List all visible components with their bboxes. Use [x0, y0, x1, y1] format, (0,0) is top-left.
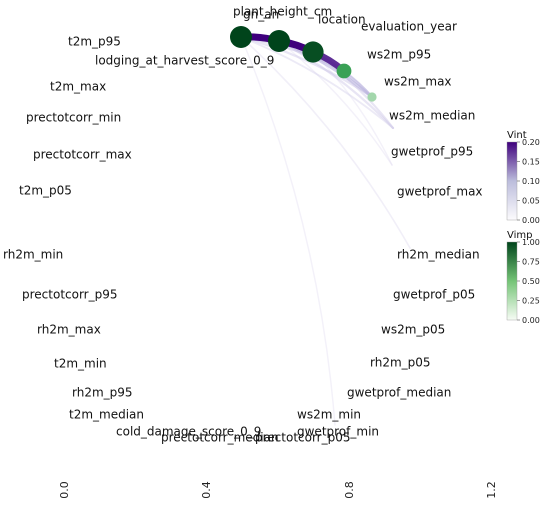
legend-vint-tick-label: 0.20 — [522, 138, 540, 147]
x-tick-label: 1.2 — [485, 481, 498, 499]
node-evaluation_year — [302, 41, 324, 63]
node-label-gwetprof_max: gwetprof_max — [397, 185, 483, 199]
node-t2m_p95 — [230, 26, 252, 48]
x-axis: 0.0 0.4 0.8 1.2 — [58, 481, 498, 499]
nodes-layer — [230, 26, 377, 102]
node-ws2m_max — [367, 92, 377, 102]
legend-vint-tick-label: 0.05 — [522, 197, 540, 206]
edge-t2m_p95-ws2m_min — [240, 36, 336, 426]
node-label-gwetprof_p95: gwetprof_p95 — [391, 145, 473, 159]
node-label-t2m_p95: t2m_p95 — [68, 35, 121, 49]
node-label-prectotcorr_median: prectotcorr_median — [161, 431, 279, 445]
edge-t2m_p95-ws2m_median — [240, 36, 394, 129]
node-label-rh2m_p95: rh2m_p95 — [72, 386, 133, 400]
node-label-lodging_at_harvest_score_0_9: lodging_at_harvest_score_0_9 — [95, 54, 274, 68]
node-label-gwetprof_min: gwetprof_min — [297, 425, 379, 439]
node-label-rh2m_p05: rh2m_p05 — [370, 356, 431, 370]
edge-t2m_p95-gwetprof_max — [240, 36, 411, 249]
x-tick-label: 0.4 — [200, 481, 213, 499]
node-label-location: location — [318, 13, 366, 27]
node-label-rh2m_min: rh2m_min — [3, 248, 63, 262]
legend-vimp-tick-label: 0.00 — [522, 316, 540, 325]
x-tick-label: 0.8 — [343, 481, 356, 499]
node-ws2m_p95 — [336, 63, 352, 79]
legend-vimp-title: Vimp — [507, 230, 533, 241]
x-tick-label: 0.0 — [58, 481, 71, 499]
node-label-ws2m_p95: ws2m_p95 — [367, 48, 431, 62]
node-label-t2m_median: t2m_median — [69, 408, 144, 422]
node-label-ws2m_max: ws2m_max — [384, 75, 452, 89]
node-label-t2m_max: t2m_max — [50, 80, 106, 94]
legend-vint-tick-label: 0.15 — [522, 158, 540, 167]
node-label-gwetprof_p05: gwetprof_p05 — [393, 288, 475, 302]
legend-vimp-tick-label: 0.75 — [522, 258, 540, 267]
node-label-ws2m_p05: ws2m_p05 — [381, 323, 445, 337]
edge-location-gwetprof_p95 — [278, 40, 393, 166]
legend-vint-tick-label: 0.00 — [522, 216, 540, 225]
legend-vint-title: Vint — [507, 130, 527, 141]
node-label-prectotcorr_p95: prectotcorr_p95 — [22, 288, 118, 302]
node-label-plant_height_cm: plant_height_cm — [233, 5, 332, 19]
legend-vimp-colorbar — [506, 241, 518, 321]
legend-vint-tick-label: 0.10 — [522, 177, 540, 186]
node-location — [268, 30, 290, 52]
node-label-t2m_p05: t2m_p05 — [19, 184, 72, 198]
node-label-gwetprof_median: gwetprof_median — [347, 386, 451, 400]
node-label-prectotcorr_min: prectotcorr_min — [26, 111, 121, 125]
node-label-cold_damage_score_0_9: cold_damage_score_0_9 — [116, 425, 261, 439]
edge-t2m_p95-ws2m_max — [239, 35, 374, 99]
node-label-gn_an: gn_an — [243, 8, 279, 22]
node-label-evaluation_year: evaluation_year — [361, 20, 457, 34]
node-label-prectotcorr_p05: prectotcorr_p05 — [255, 431, 351, 445]
node-label-ws2m_median: ws2m_median — [389, 109, 475, 123]
legend-vimp-tick-label: 0.50 — [522, 277, 540, 286]
node-label-prectotcorr_max: prectotcorr_max — [33, 148, 132, 162]
node-label-t2m_min: t2m_min — [54, 357, 107, 371]
legend-vimp-tick-label: 0.25 — [522, 297, 540, 306]
legend-vimp-tick-label: 1.00 — [522, 238, 540, 247]
legend-vint-colorbar — [506, 141, 518, 221]
node-label-rh2m_median: rh2m_median — [397, 248, 480, 262]
node-label-ws2m_min: ws2m_min — [297, 408, 361, 422]
node-label-rh2m_max: rh2m_max — [37, 323, 101, 337]
